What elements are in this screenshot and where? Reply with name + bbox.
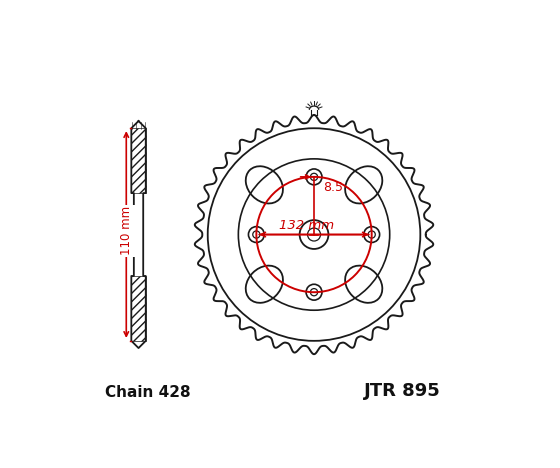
Text: 8.5: 8.5 <box>323 181 343 194</box>
Text: 110 mm: 110 mm <box>120 206 133 256</box>
Text: 132 mm: 132 mm <box>279 219 334 232</box>
Text: Chain 428: Chain 428 <box>105 385 191 400</box>
Bar <box>132 276 146 341</box>
Text: JTR 895: JTR 895 <box>364 382 441 400</box>
Bar <box>132 128 146 193</box>
